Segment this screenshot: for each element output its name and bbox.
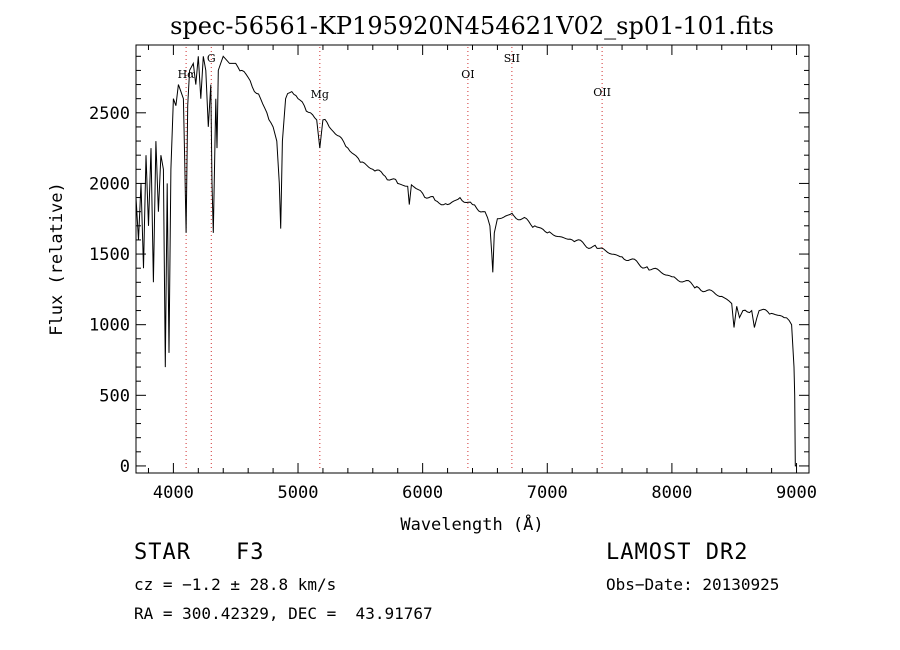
x-tick-label: 6000 xyxy=(402,483,443,503)
y-tick-label: 1000 xyxy=(89,316,130,336)
y-tick-label: 1500 xyxy=(89,245,130,265)
line-markers: Hα G Mg OI SII OII xyxy=(178,47,611,471)
line-marker-label: Mg xyxy=(311,88,329,101)
x-axis-label: Wavelength (Å) xyxy=(400,513,543,535)
survey-label: LAMOST DR2 xyxy=(606,540,749,565)
line-marker-label: OII xyxy=(593,86,611,99)
obs-date-text: Obs−Date: 20130925 xyxy=(606,575,780,594)
x-tick-label: 9000 xyxy=(776,483,817,503)
x-tick-label: 4000 xyxy=(153,483,194,503)
plot-frame xyxy=(135,44,810,474)
y-axis-label: Flux (relative) xyxy=(47,182,67,336)
y-tick-label: 2500 xyxy=(89,104,130,124)
line-marker-label: SII xyxy=(504,52,520,65)
x-tick-label: 7000 xyxy=(527,483,568,503)
x-tick-label: 8000 xyxy=(651,483,692,503)
redshift-text: cz = −1.2 ± 28.8 km/s xyxy=(134,575,337,594)
axis-ticks: 4000 5000 6000 7000 8000 9000 0 500 1000 1500 2000… xyxy=(89,45,817,503)
line-marker-label: Hα xyxy=(178,68,196,81)
y-tick-label: 2000 xyxy=(89,174,130,194)
chart-title: spec-56561-KP195920N454621V02_sp01-101.f… xyxy=(170,12,774,40)
y-tick-label: 0 xyxy=(120,457,130,477)
y-tick-label: 500 xyxy=(99,386,130,406)
line-marker-label: G xyxy=(207,52,216,65)
object-class: STAR xyxy=(134,540,191,565)
coordinates-text: RA = 300.42329, DEC = 43.91767 xyxy=(134,604,433,623)
x-tick-label: 5000 xyxy=(278,483,319,503)
spectrum-series-line xyxy=(135,55,797,467)
object-subclass: F3 xyxy=(236,540,265,565)
line-marker-label: OI xyxy=(461,68,474,81)
